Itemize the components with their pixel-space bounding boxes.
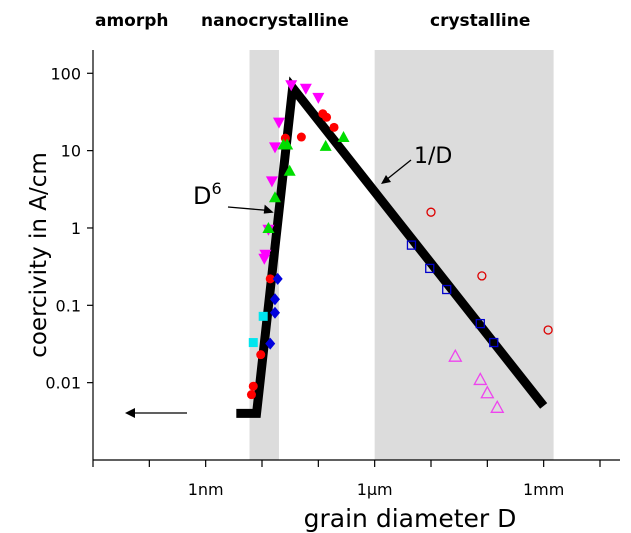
point-circle-1-2 bbox=[256, 350, 266, 360]
point-triangle-down-0-5 bbox=[272, 117, 285, 129]
point-square-6-3 bbox=[475, 318, 485, 329]
region-label-0: amorph bbox=[95, 11, 169, 31]
annotation-d6-arrowhead bbox=[263, 204, 274, 214]
point-triangle-down-0-7 bbox=[299, 83, 312, 95]
annotation-1d-arrow-line bbox=[385, 159, 412, 181]
region-label-1: nanocrystalline bbox=[201, 11, 349, 31]
annotation-d6-arrow-line bbox=[227, 206, 270, 212]
point-triangle-down-0-6 bbox=[285, 80, 298, 92]
amorph-arrowhead bbox=[125, 408, 135, 418]
point-circle-1-1 bbox=[248, 381, 258, 391]
point-triangle-up-2-4 bbox=[283, 164, 296, 176]
region-label-2: crystalline bbox=[430, 11, 530, 31]
y-tick-label-3: 0.1 bbox=[56, 296, 81, 315]
point-circle-1-8 bbox=[329, 122, 339, 132]
annotation-d6-base: D bbox=[193, 182, 211, 210]
axes: 100 10 1 0.1 0.01 1nm 1µm 1mm bbox=[45, 50, 620, 499]
point-diamond-3-3 bbox=[272, 272, 283, 285]
labels: amorph nanocrystalline crystalline grain di… bbox=[26, 11, 530, 533]
region-shading bbox=[249, 50, 554, 460]
point-triangle-down-0-1 bbox=[259, 249, 272, 261]
point-square-6-0 bbox=[406, 240, 417, 250]
region-shade-2 bbox=[374, 50, 554, 460]
point-circle-1-3 bbox=[265, 274, 275, 284]
point-triangle-up-7-0 bbox=[448, 348, 463, 362]
point-circle-5-2 bbox=[543, 325, 553, 335]
annotation-1d-arrowhead bbox=[381, 175, 391, 184]
point-diamond-3-2 bbox=[269, 293, 280, 306]
point-triangle-up-2-1 bbox=[268, 191, 281, 203]
trend-line-group bbox=[236, 76, 548, 418]
y-axis-title: coercivity in A/cm bbox=[26, 152, 52, 358]
point-square-6-1 bbox=[425, 263, 435, 274]
point-circle-5-1 bbox=[477, 271, 487, 281]
point-triangle-up-2-0 bbox=[262, 221, 275, 233]
point-triangle-down-0-4 bbox=[268, 142, 281, 154]
x-tick-label-2: 1mm bbox=[523, 480, 564, 499]
annotation-d6-sup: 6 bbox=[211, 179, 221, 198]
point-circle-1-5 bbox=[296, 132, 306, 142]
point-square-6-4 bbox=[489, 337, 499, 348]
x-axis-title: grain diameter D bbox=[304, 504, 517, 533]
point-triangle-down-0-8 bbox=[312, 92, 325, 104]
point-square-6-2 bbox=[442, 284, 452, 295]
point-circle-1-7 bbox=[322, 112, 332, 122]
point-triangle-up-2-6 bbox=[337, 131, 350, 143]
point-circle-5-0 bbox=[426, 207, 436, 217]
y-tick-label-4: 0.01 bbox=[45, 374, 81, 393]
annotation-1d: 1/D bbox=[414, 144, 452, 169]
point-triangle-up-2-3 bbox=[281, 138, 294, 150]
data-points bbox=[246, 80, 553, 413]
y-tick-label-1: 10 bbox=[61, 142, 81, 161]
point-triangle-up-7-3 bbox=[490, 399, 505, 413]
x-tick-label-1: 1µm bbox=[357, 480, 393, 499]
point-triangle-up-2-5 bbox=[319, 139, 332, 151]
point-circle-1-0 bbox=[246, 390, 256, 400]
point-square-4-1 bbox=[258, 311, 268, 321]
point-triangle-down-0-3 bbox=[265, 176, 278, 188]
point-diamond-3-0 bbox=[265, 337, 276, 350]
point-triangle-up-7-1 bbox=[473, 372, 488, 386]
y-tick-label-0: 100 bbox=[50, 64, 81, 83]
point-triangle-up-7-2 bbox=[480, 385, 495, 399]
trend-line bbox=[236, 76, 548, 418]
point-square-4-0 bbox=[248, 338, 258, 348]
y-tick-label-2: 1 bbox=[71, 219, 81, 238]
point-diamond-3-1 bbox=[269, 306, 280, 319]
annotation-d6: D6 bbox=[193, 179, 222, 210]
x-tick-label-0: 1nm bbox=[188, 480, 224, 499]
